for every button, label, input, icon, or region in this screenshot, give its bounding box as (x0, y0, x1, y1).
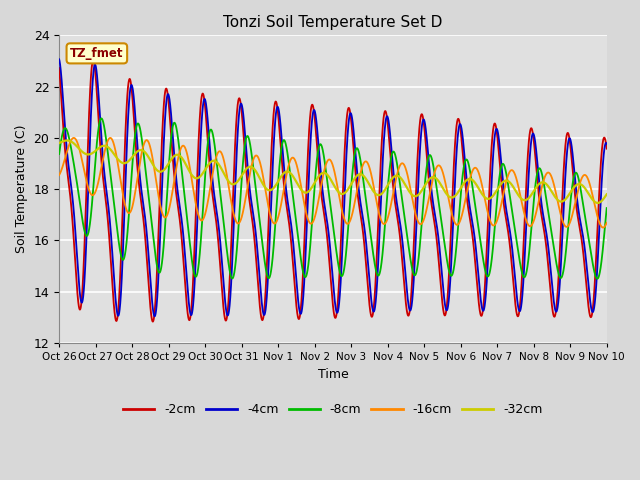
-2cm (580, 255, 588, 261)
-16cm (241, 197, 249, 203)
-4cm (603, 141, 611, 146)
-32cm (594, 200, 602, 206)
-16cm (580, 172, 588, 178)
-32cm (55, 140, 63, 146)
-16cm (456, 219, 463, 225)
-2cm (90, 58, 97, 63)
Line: -4cm: -4cm (59, 60, 607, 316)
-4cm (55, 57, 63, 62)
Text: TZ_fmet: TZ_fmet (70, 47, 124, 60)
-16cm (573, 192, 580, 198)
-8cm (573, 171, 580, 177)
-2cm (241, 156, 249, 162)
-16cm (603, 220, 611, 226)
-16cm (314, 198, 322, 204)
-4cm (456, 122, 463, 128)
-2cm (149, 319, 157, 324)
-2cm (573, 209, 581, 215)
-4cm (471, 237, 479, 242)
Title: Tonzi Soil Temperature Set D: Tonzi Soil Temperature Set D (223, 15, 443, 30)
-8cm (580, 205, 588, 211)
-16cm (471, 165, 479, 171)
-32cm (314, 174, 322, 180)
-16cm (599, 225, 607, 230)
-2cm (456, 120, 463, 125)
-32cm (580, 184, 588, 190)
-32cm (573, 182, 580, 188)
-2cm (315, 161, 323, 167)
-8cm (97, 116, 105, 121)
-2cm (471, 257, 479, 263)
-2cm (603, 146, 611, 152)
-8cm (456, 207, 463, 213)
-8cm (603, 205, 611, 211)
-32cm (603, 192, 611, 197)
-32cm (63, 138, 71, 144)
-8cm (471, 201, 479, 206)
Y-axis label: Soil Temperature (C): Soil Temperature (C) (15, 125, 28, 253)
-4cm (314, 140, 322, 146)
Line: -16cm: -16cm (59, 138, 607, 228)
X-axis label: Time: Time (317, 368, 348, 381)
-16cm (55, 172, 63, 178)
-2cm (55, 65, 63, 71)
-16cm (70, 135, 77, 141)
-8cm (55, 151, 63, 157)
-4cm (573, 195, 580, 201)
-8cm (314, 146, 322, 152)
-32cm (241, 167, 249, 173)
-32cm (471, 180, 479, 185)
Line: -8cm: -8cm (59, 119, 607, 279)
Legend: -2cm, -4cm, -8cm, -16cm, -32cm: -2cm, -4cm, -8cm, -16cm, -32cm (118, 398, 548, 421)
-8cm (241, 139, 249, 145)
Line: -2cm: -2cm (59, 60, 607, 322)
Line: -32cm: -32cm (59, 141, 607, 203)
-8cm (593, 276, 601, 282)
-4cm (580, 238, 588, 244)
-4cm (151, 313, 159, 319)
-32cm (456, 187, 463, 193)
-4cm (241, 134, 249, 140)
